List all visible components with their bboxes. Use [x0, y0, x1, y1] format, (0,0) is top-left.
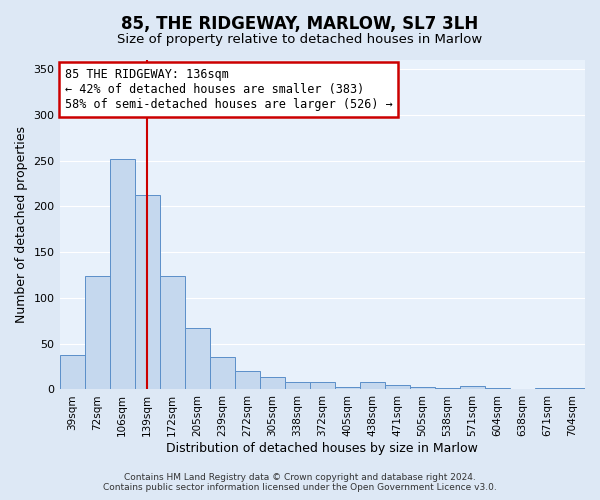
Bar	[110, 159, 134, 390]
Bar	[285, 382, 310, 390]
Bar	[260, 376, 285, 390]
Bar	[185, 328, 209, 390]
Text: Size of property relative to detached houses in Marlow: Size of property relative to detached ho…	[118, 32, 482, 46]
Bar	[560, 388, 585, 390]
Bar	[435, 388, 460, 390]
Bar	[209, 358, 235, 390]
Text: 85 THE RIDGEWAY: 136sqm
← 42% of detached houses are smaller (383)
58% of semi-d: 85 THE RIDGEWAY: 136sqm ← 42% of detache…	[65, 68, 392, 111]
Text: 85, THE RIDGEWAY, MARLOW, SL7 3LH: 85, THE RIDGEWAY, MARLOW, SL7 3LH	[121, 15, 479, 33]
Bar	[460, 386, 485, 390]
Y-axis label: Number of detached properties: Number of detached properties	[15, 126, 28, 323]
Bar	[535, 388, 560, 390]
Text: Contains HM Land Registry data © Crown copyright and database right 2024.
Contai: Contains HM Land Registry data © Crown c…	[103, 473, 497, 492]
Bar	[235, 371, 260, 390]
Bar	[385, 385, 410, 390]
Bar	[85, 276, 110, 390]
Bar	[410, 386, 435, 390]
Bar	[335, 386, 360, 390]
Bar	[134, 196, 160, 390]
Bar	[59, 354, 85, 390]
Bar	[310, 382, 335, 390]
Bar	[485, 388, 510, 390]
X-axis label: Distribution of detached houses by size in Marlow: Distribution of detached houses by size …	[166, 442, 478, 455]
Bar	[510, 388, 535, 390]
Bar	[360, 382, 385, 390]
Bar	[160, 276, 185, 390]
